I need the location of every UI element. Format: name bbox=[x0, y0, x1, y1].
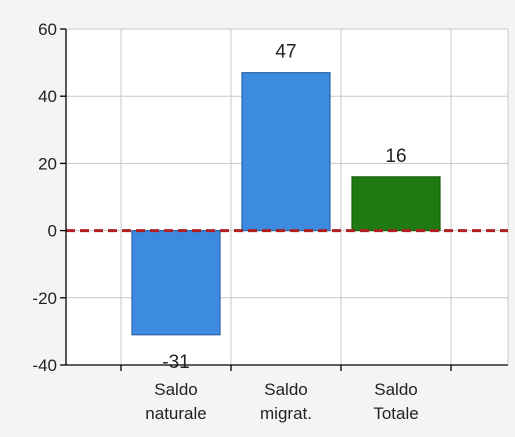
bar-1 bbox=[241, 72, 331, 232]
bars bbox=[131, 72, 441, 336]
data-label: 16 bbox=[385, 146, 406, 167]
x-tick-label: naturale bbox=[145, 404, 206, 423]
x-tick-label: Saldo bbox=[374, 380, 417, 399]
bar-2 bbox=[351, 176, 441, 232]
y-tick-label: -20 bbox=[32, 289, 57, 308]
data-label: 47 bbox=[275, 42, 296, 63]
x-tick-label: Saldo bbox=[154, 380, 197, 399]
data-label: -31 bbox=[162, 352, 189, 373]
data-labels: -31 47 16 bbox=[162, 42, 406, 373]
axes: -40 -20 0 20 40 60 Saldo naturale Saldo migrat. Sa… bbox=[32, 20, 508, 423]
y-tick-label: -40 bbox=[32, 356, 57, 375]
y-tick-label: 60 bbox=[38, 20, 57, 39]
y-tick-label: 20 bbox=[38, 154, 57, 173]
x-tick-label: Totale bbox=[373, 404, 418, 423]
y-tick-label: 0 bbox=[48, 222, 57, 241]
y-tick-label: 40 bbox=[38, 87, 57, 106]
x-tick-label: migrat. bbox=[260, 404, 312, 423]
bar-0 bbox=[131, 230, 221, 336]
x-tick-label: Saldo bbox=[264, 380, 307, 399]
